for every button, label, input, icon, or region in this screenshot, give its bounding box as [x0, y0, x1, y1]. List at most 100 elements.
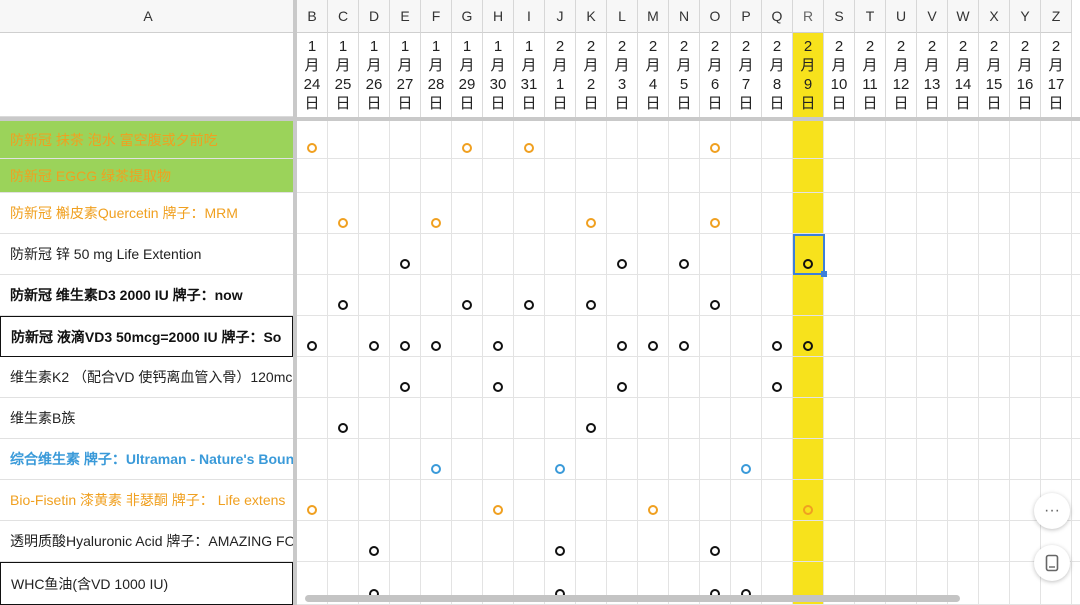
taken-mark-icon[interactable] [679, 341, 689, 351]
taken-mark-icon[interactable] [524, 300, 534, 310]
taken-mark-icon[interactable] [431, 464, 441, 474]
taken-mark-icon[interactable] [369, 341, 379, 351]
column-header-i[interactable]: I [514, 0, 545, 33]
date-header-b[interactable]: 1 月 24 日 [297, 33, 328, 117]
taken-mark-icon[interactable] [772, 382, 782, 392]
row-label-cell[interactable]: 防新冠 液滴VD3 50mcg=2000 IU 牌子：So [0, 316, 293, 357]
date-header-z[interactable]: 2 月 17 日 [1041, 33, 1072, 117]
taken-mark-icon[interactable] [338, 423, 348, 433]
column-header-p[interactable]: P [731, 0, 762, 33]
taken-mark-icon[interactable] [710, 218, 720, 228]
fill-handle[interactable] [821, 271, 827, 277]
column-header-x[interactable]: X [979, 0, 1010, 33]
taken-mark-icon[interactable] [400, 341, 410, 351]
date-header-k[interactable]: 2 月 2 日 [576, 33, 607, 117]
column-header-f[interactable]: F [421, 0, 452, 33]
taken-mark-icon[interactable] [617, 341, 627, 351]
column-header-u[interactable]: U [886, 0, 917, 33]
date-header-e[interactable]: 1 月 27 日 [390, 33, 421, 117]
date-header-i[interactable]: 1 月 31 日 [514, 33, 545, 117]
taken-mark-icon[interactable] [493, 341, 503, 351]
column-header-o[interactable]: O [700, 0, 731, 33]
taken-mark-icon[interactable] [462, 300, 472, 310]
date-header-f[interactable]: 1 月 28 日 [421, 33, 452, 117]
column-header-e[interactable]: E [390, 0, 421, 33]
row-label-cell[interactable]: 维生素B族 [0, 398, 293, 439]
taken-mark-icon[interactable] [307, 341, 317, 351]
taken-mark-icon[interactable] [679, 259, 689, 269]
taken-mark-icon[interactable] [431, 341, 441, 351]
column-header-j[interactable]: J [545, 0, 576, 33]
column-header-n[interactable]: N [669, 0, 700, 33]
row-label-cell[interactable]: WHC鱼油(含VD 1000 IU) [0, 562, 293, 605]
taken-mark-icon[interactable] [338, 300, 348, 310]
taken-mark-icon[interactable] [803, 341, 813, 351]
column-header-c[interactable]: C [328, 0, 359, 33]
row-label-cell[interactable]: 防新冠 槲皮素Quercetin 牌子：MRM [0, 193, 293, 234]
frozen-column-divider[interactable] [293, 0, 297, 605]
taken-mark-icon[interactable] [431, 218, 441, 228]
date-header-y[interactable]: 2 月 16 日 [1010, 33, 1041, 117]
column-header-k[interactable]: K [576, 0, 607, 33]
taken-mark-icon[interactable] [586, 300, 596, 310]
more-options-button[interactable]: ··· [1034, 493, 1070, 529]
taken-mark-icon[interactable] [710, 143, 720, 153]
date-header-u[interactable]: 2 月 12 日 [886, 33, 917, 117]
taken-mark-icon[interactable] [586, 218, 596, 228]
selected-cell[interactable] [793, 234, 825, 275]
column-header-t[interactable]: T [855, 0, 886, 33]
column-header-w[interactable]: W [948, 0, 979, 33]
taken-mark-icon[interactable] [710, 300, 720, 310]
row-label-cell[interactable]: 综合维生素 牌子：Ultraman - Nature's Bounty [0, 439, 293, 480]
taken-mark-icon[interactable] [586, 423, 596, 433]
date-header-v[interactable]: 2 月 13 日 [917, 33, 948, 117]
date-header-q[interactable]: 2 月 8 日 [762, 33, 793, 117]
column-header-r[interactable]: R [793, 0, 824, 33]
column-header-v[interactable]: V [917, 0, 948, 33]
taken-mark-icon[interactable] [400, 259, 410, 269]
column-header-a[interactable]: A [0, 0, 297, 33]
row-label-cell[interactable]: 维生素K2 （配合VD 使钙离血管入骨）120mcg 牌子： Cali [0, 357, 293, 398]
taken-mark-icon[interactable] [369, 546, 379, 556]
row-label-cell[interactable]: 透明质酸Hyaluronic Acid 牌子：AMAZING FORMULA [0, 521, 293, 562]
row-label-cell[interactable]: 防新冠 EGCG 绿茶提取物 [0, 159, 293, 193]
taken-mark-icon[interactable] [648, 505, 658, 515]
column-header-s[interactable]: S [824, 0, 855, 33]
column-header-m[interactable]: M [638, 0, 669, 33]
date-header-m[interactable]: 2 月 4 日 [638, 33, 669, 117]
taken-mark-icon[interactable] [338, 218, 348, 228]
taken-mark-icon[interactable] [617, 382, 627, 392]
taken-mark-icon[interactable] [617, 259, 627, 269]
row-label-cell[interactable]: 防新冠 抹茶 泡水 富空腹或夕前吃 [0, 121, 293, 159]
taken-mark-icon[interactable] [803, 505, 813, 515]
date-header-o[interactable]: 2 月 6 日 [700, 33, 731, 117]
date-header-s[interactable]: 2 月 10 日 [824, 33, 855, 117]
column-header-l[interactable]: L [607, 0, 638, 33]
taken-mark-icon[interactable] [400, 382, 410, 392]
frozen-row-divider[interactable] [0, 117, 1080, 121]
taken-mark-icon[interactable] [772, 341, 782, 351]
date-header-r[interactable]: 2 月 9 日 [793, 33, 824, 117]
taken-mark-icon[interactable] [307, 505, 317, 515]
column-header-d[interactable]: D [359, 0, 390, 33]
header-row-label-cell[interactable] [0, 33, 293, 117]
row-label-cell[interactable]: 防新冠 锌 50 mg Life Extention [0, 234, 293, 275]
column-header-y[interactable]: Y [1010, 0, 1041, 33]
taken-mark-icon[interactable] [524, 143, 534, 153]
taken-mark-icon[interactable] [307, 143, 317, 153]
taken-mark-icon[interactable] [555, 464, 565, 474]
taken-mark-icon[interactable] [803, 259, 813, 269]
date-header-l[interactable]: 2 月 3 日 [607, 33, 638, 117]
row-label-cell[interactable]: Bio-Fisetin 漆黄素 非瑟酮 牌子： Life extens [0, 480, 293, 521]
date-header-p[interactable]: 2 月 7 日 [731, 33, 762, 117]
date-header-d[interactable]: 1 月 26 日 [359, 33, 390, 117]
column-header-b[interactable]: B [297, 0, 328, 33]
date-header-w[interactable]: 2 月 14 日 [948, 33, 979, 117]
date-header-j[interactable]: 2 月 1 日 [545, 33, 576, 117]
taken-mark-icon[interactable] [555, 546, 565, 556]
taken-mark-icon[interactable] [493, 382, 503, 392]
taken-mark-icon[interactable] [648, 341, 658, 351]
row-label-cell[interactable]: 防新冠 维生素D3 2000 IU 牌子：now [0, 275, 293, 316]
date-header-x[interactable]: 2 月 15 日 [979, 33, 1010, 117]
date-header-n[interactable]: 2 月 5 日 [669, 33, 700, 117]
